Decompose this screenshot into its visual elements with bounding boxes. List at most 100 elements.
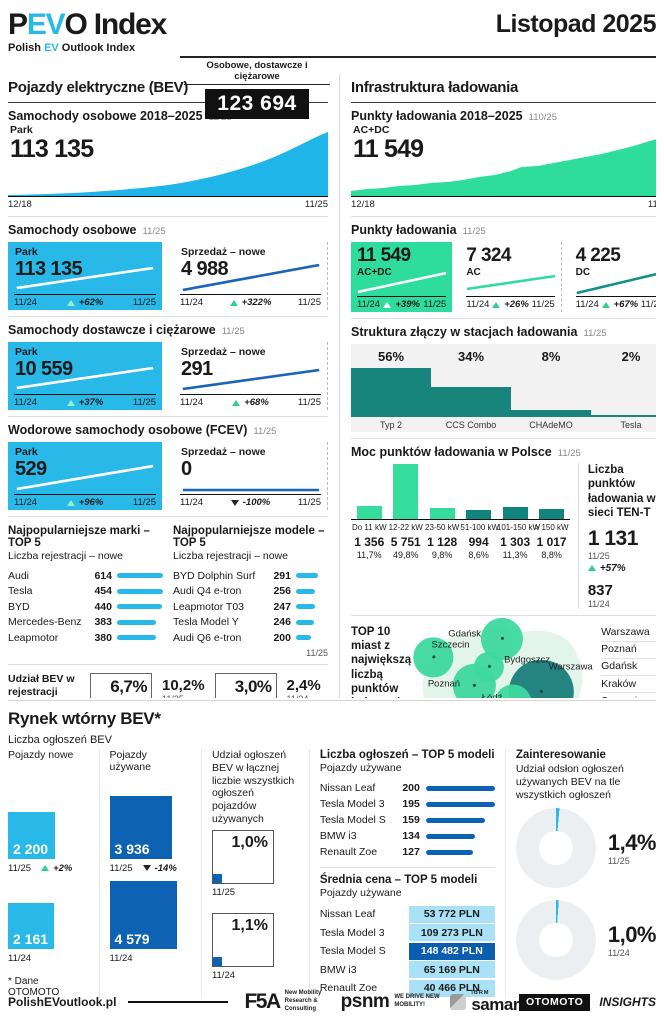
- x-axis: [351, 195, 656, 197]
- city-label: Warszawa: [548, 661, 593, 673]
- share-box-previous: 3,0%: [214, 672, 277, 698]
- passenger-title: Samochody osobowe: [8, 223, 137, 237]
- brand-row: Audi 614: [8, 568, 163, 584]
- power-section: Moc punktów ładowania w Polsce 11/25 Do 1…: [351, 438, 656, 615]
- model-row: Audi Q6 e-tron 200: [173, 630, 328, 646]
- city-label: Szczecin: [431, 639, 470, 651]
- infra-history-title: Punkty ładowania 2018–2025: [351, 109, 523, 123]
- listing-row: Renault Zoe 127: [320, 844, 495, 860]
- price-row: Renault Zoe 40 466 PLN: [320, 979, 495, 998]
- trend-up-icon: [601, 301, 610, 308]
- city-bubble-lodz: [494, 684, 532, 698]
- bev-area-chart: [8, 132, 328, 197]
- cities-section: TOP 10 miast z największą liczbą punktów…: [351, 614, 656, 698]
- city-bubble-poznan: [453, 664, 496, 698]
- x-axis: [8, 195, 328, 197]
- site-link[interactable]: PolishEVoutlook.pl: [8, 995, 117, 1009]
- share-chip: [212, 956, 222, 966]
- listings-label: Liczba ogłoszeń BEV: [8, 734, 112, 746]
- city-row: Gdańsk367: [601, 659, 656, 677]
- trend-up-icon: [229, 299, 238, 306]
- price-chip: 109 273 PLN: [408, 924, 495, 942]
- tent-panel: Liczba punktów ładowania w sieci TEN-T 1…: [577, 463, 656, 609]
- price-row: Tesla Model 3 109 273 PLN: [320, 924, 495, 943]
- secondary-market-section: Rynek wtórny BEV* Liczba ogłoszeń BEV Po…: [8, 700, 657, 998]
- page-footer: PolishEVoutlook.pl F5A New Mobility Rese…: [8, 990, 656, 1014]
- power-col: 23-50 kW 1 128 9,8%: [423, 463, 461, 609]
- vans-title: Samochody dostawcze i ciężarowe: [8, 323, 216, 337]
- main-columns: Pojazdy elektryczne (BEV) Samochody osob…: [8, 74, 656, 698]
- used-listings-bar-previous: 4 579: [109, 881, 178, 949]
- price-row: BMW i3 65 169 PLN: [320, 961, 495, 980]
- trend-up-icon: [41, 865, 50, 871]
- infra-history-metric: AC+DC: [353, 124, 390, 136]
- sales-sparkline: [182, 263, 320, 292]
- share-label: Udział BEV w rejestracji nowych samochod…: [8, 672, 75, 698]
- fcev-sales-card: Sprzedaż – nowe 0 11/24 -100% 11/25: [174, 442, 328, 510]
- price-chip: 65 169 PLN: [408, 961, 495, 979]
- x-end-label: 11/25: [304, 199, 328, 210]
- vans-park-card: Park 10 559 11/24 +37% 11/25: [8, 342, 162, 410]
- used-listings-bar-current: 3 936: [109, 796, 173, 859]
- bev-passenger-section: Samochody osobowe 11/25 Park 113 135 11/2…: [8, 216, 328, 316]
- bev-history-value: 113 135: [10, 135, 94, 163]
- interest-current: 1,4% 11/25: [515, 808, 657, 889]
- cities-table: Warszawa856 Poznań369 Gdańsk367 Kraków33…: [601, 625, 656, 698]
- bev-history-metric: Park: [10, 124, 33, 136]
- model-row: Audi Q4 e-tron 256: [173, 584, 328, 600]
- brand-row: Leapmotor 380: [8, 630, 163, 646]
- price-row: Tesla Model S 148 482 PLN: [320, 942, 495, 961]
- used-top5-column: Liczba ogłoszeń – TOP 5 modeli Pojazdy u…: [308, 749, 495, 998]
- footer-rule: [128, 1001, 229, 1003]
- power-col: > 150 kW 1 017 8,8%: [533, 463, 570, 609]
- total-badge-label: Osobowe, dostawcze i ciężarowe: [184, 60, 330, 85]
- power-bar: [539, 509, 564, 519]
- secondary-title: Rynek wtórny BEV*: [8, 709, 161, 728]
- f5a-logo: F5A New Mobility Research & Consulting: [244, 990, 322, 1013]
- city-label: Gdańsk: [448, 628, 482, 640]
- listing-row: Nissan Leaf 200: [320, 780, 495, 796]
- charging-points-section: Punkty ładowania 11/25 11 549 AC+DC 11/24…: [351, 216, 656, 318]
- x-start-label: 12/18: [351, 199, 375, 210]
- bev-section-title: Pojazdy elektryczne (BEV): [8, 79, 189, 96]
- ac-sparkline: [466, 274, 556, 291]
- top5-brands: Najpopularniejsze marki – TOP 5 Liczba r…: [8, 525, 163, 658]
- listing-row: Tesla Model S 159: [320, 812, 495, 828]
- listing-share-label: Udział ogłoszeń BEV w łącznej liczbie ws…: [211, 749, 295, 825]
- bev-section-header: Pojazdy elektryczne (BEV): [8, 74, 328, 103]
- sales-sparkline: [182, 488, 320, 492]
- infra-history-section: Punkty ładowania 2018–2025 110/25 AC+DC 1…: [351, 103, 656, 216]
- top5-section: Najpopularniejsze marki – TOP 5 Liczba r…: [8, 516, 328, 664]
- total-badge-value: 123 694: [205, 89, 309, 119]
- used-listings-column: Pojazdy używane 3 936 11/25 -14% 4 579 11…: [98, 749, 191, 998]
- model-row: BYD Dolphin Surf 291: [173, 568, 328, 584]
- city-row: Warszawa856: [601, 625, 656, 642]
- power-bar: [466, 509, 492, 519]
- passenger-sales-card: Sprzedaż – nowe 4 988 11/24 +322% 11/25: [174, 242, 328, 310]
- points-acdc-card: 11 549 AC+DC 11/24 +39% 11/25: [351, 242, 453, 312]
- bev-column: Pojazdy elektryczne (BEV) Samochody osob…: [8, 74, 328, 698]
- header-rule: [180, 56, 656, 58]
- infra-column: Infrastruktura ładowania Punkty ładowani…: [339, 74, 656, 698]
- power-col: 12-22 kW 5 751 49,8%: [387, 463, 424, 609]
- pevo-logo: PEVO Index: [8, 10, 167, 40]
- fcev-park-card: Park 529 11/24 +96% 11/25: [8, 442, 162, 510]
- fcev-title: Wodorowe samochody osobowe (FCEV): [8, 423, 248, 437]
- price-row: Nissan Leaf 53 772 PLN: [320, 905, 495, 924]
- trend-up-icon: [66, 299, 75, 306]
- psnm-logo: psnm WE DRIVE NEW MOBILITY!: [340, 991, 440, 1012]
- connector-bar: [351, 367, 431, 417]
- samar-logo: IBRM samar: [450, 990, 519, 1013]
- donut-chart-current: [515, 808, 596, 889]
- park-sparkline: [16, 366, 154, 390]
- power-title: Moc punktów ładowania w Polsce: [351, 445, 552, 459]
- infra-section-header: Infrastruktura ładowania: [351, 74, 656, 103]
- listing-share-box-current: 1,0%: [211, 829, 274, 884]
- page-header: PEVO Index Polish EV Outlook Index Listo…: [8, 10, 657, 55]
- trend-up-icon: [587, 565, 596, 571]
- city-bubble-szczecin: [413, 637, 454, 677]
- listing-row: Tesla Model 3 195: [320, 796, 495, 812]
- park-sparkline: [16, 464, 154, 491]
- points-ac-card: 7 324 AC 11/24 +26% 11/25: [460, 242, 562, 312]
- brand-row: Mercedes-Benz 383: [8, 615, 163, 631]
